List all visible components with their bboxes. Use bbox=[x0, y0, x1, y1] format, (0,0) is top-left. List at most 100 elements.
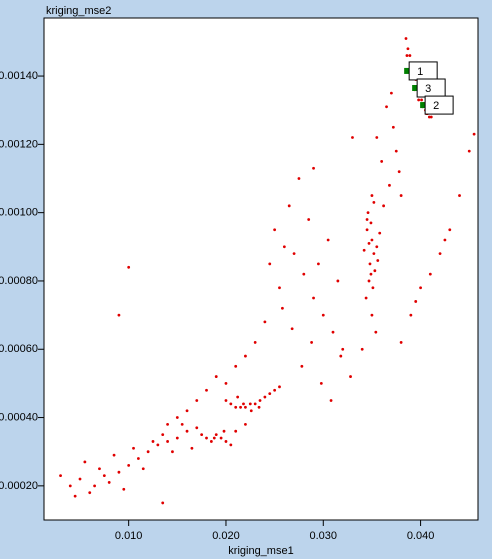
point bbox=[297, 177, 301, 180]
point bbox=[161, 501, 165, 505]
point bbox=[180, 422, 184, 426]
annotation-marker bbox=[404, 67, 411, 74]
point bbox=[385, 105, 388, 109]
point bbox=[312, 296, 315, 300]
point bbox=[443, 238, 447, 242]
y-tick-label: 0.00100 bbox=[0, 207, 38, 219]
point bbox=[326, 238, 330, 242]
point bbox=[190, 446, 194, 450]
y-tick-label: 0.00060 bbox=[0, 343, 38, 355]
point bbox=[214, 375, 218, 378]
point bbox=[300, 364, 304, 368]
y-tick-label: 0.00120 bbox=[0, 138, 38, 150]
point bbox=[253, 402, 257, 406]
point bbox=[310, 341, 314, 344]
point bbox=[329, 399, 333, 402]
annotation-label: 2 bbox=[433, 100, 439, 112]
point bbox=[136, 457, 140, 460]
point bbox=[273, 228, 277, 232]
point bbox=[472, 132, 476, 136]
point bbox=[219, 436, 223, 440]
point bbox=[88, 491, 92, 495]
point bbox=[366, 211, 370, 215]
point bbox=[364, 296, 368, 300]
annotation-label: 1 bbox=[417, 66, 423, 78]
point bbox=[127, 265, 131, 269]
point bbox=[399, 341, 403, 344]
point bbox=[122, 487, 126, 491]
point bbox=[408, 54, 412, 57]
point bbox=[360, 347, 364, 351]
point bbox=[414, 300, 418, 303]
point bbox=[302, 272, 306, 276]
x-tick-label: 0.030 bbox=[310, 530, 338, 542]
point bbox=[370, 194, 374, 197]
point bbox=[331, 330, 335, 334]
point bbox=[224, 399, 228, 402]
x-tick-label: 0.040 bbox=[407, 530, 435, 542]
point bbox=[59, 474, 62, 478]
point bbox=[394, 149, 398, 153]
point bbox=[405, 54, 409, 57]
point bbox=[365, 228, 369, 232]
point bbox=[78, 477, 82, 481]
point bbox=[406, 47, 410, 51]
point bbox=[117, 313, 121, 317]
point bbox=[195, 399, 199, 402]
point bbox=[372, 252, 376, 256]
point bbox=[68, 484, 72, 488]
point bbox=[73, 494, 77, 498]
point bbox=[268, 392, 272, 396]
point bbox=[376, 259, 380, 262]
point bbox=[127, 463, 131, 467]
point bbox=[151, 440, 155, 443]
point bbox=[317, 262, 320, 266]
point bbox=[321, 313, 325, 317]
point bbox=[278, 385, 281, 389]
annotation-box bbox=[424, 95, 454, 115]
y-tick-label: 0.00080 bbox=[0, 275, 38, 287]
point bbox=[427, 115, 431, 119]
point bbox=[336, 279, 340, 283]
point bbox=[372, 201, 376, 204]
point bbox=[244, 405, 247, 409]
point bbox=[248, 402, 252, 406]
point bbox=[375, 245, 379, 249]
point bbox=[319, 382, 323, 385]
point bbox=[244, 354, 247, 358]
annotation-label: 3 bbox=[425, 83, 431, 95]
point bbox=[448, 228, 452, 232]
point bbox=[107, 481, 111, 484]
point bbox=[282, 245, 286, 249]
point bbox=[349, 375, 352, 378]
point bbox=[253, 341, 257, 344]
point bbox=[369, 221, 373, 225]
point bbox=[244, 422, 247, 426]
point bbox=[369, 272, 373, 276]
point bbox=[229, 443, 233, 447]
point bbox=[380, 160, 384, 163]
point bbox=[339, 354, 343, 358]
point bbox=[102, 474, 106, 478]
point bbox=[117, 470, 121, 474]
point bbox=[391, 125, 395, 129]
point bbox=[112, 453, 116, 457]
point bbox=[312, 166, 315, 170]
point bbox=[242, 402, 245, 406]
point bbox=[371, 286, 375, 290]
point bbox=[287, 204, 291, 208]
point bbox=[378, 231, 382, 235]
point bbox=[257, 405, 261, 409]
point bbox=[367, 279, 371, 283]
x-axis-label: kriging_mse1 bbox=[228, 545, 293, 557]
point bbox=[417, 98, 421, 102]
point bbox=[93, 484, 97, 488]
point bbox=[428, 272, 432, 276]
x-tick-label: 0.020 bbox=[212, 530, 240, 542]
point bbox=[389, 91, 393, 95]
point bbox=[83, 460, 87, 464]
point bbox=[236, 395, 240, 399]
point bbox=[290, 327, 294, 331]
point bbox=[224, 382, 228, 385]
